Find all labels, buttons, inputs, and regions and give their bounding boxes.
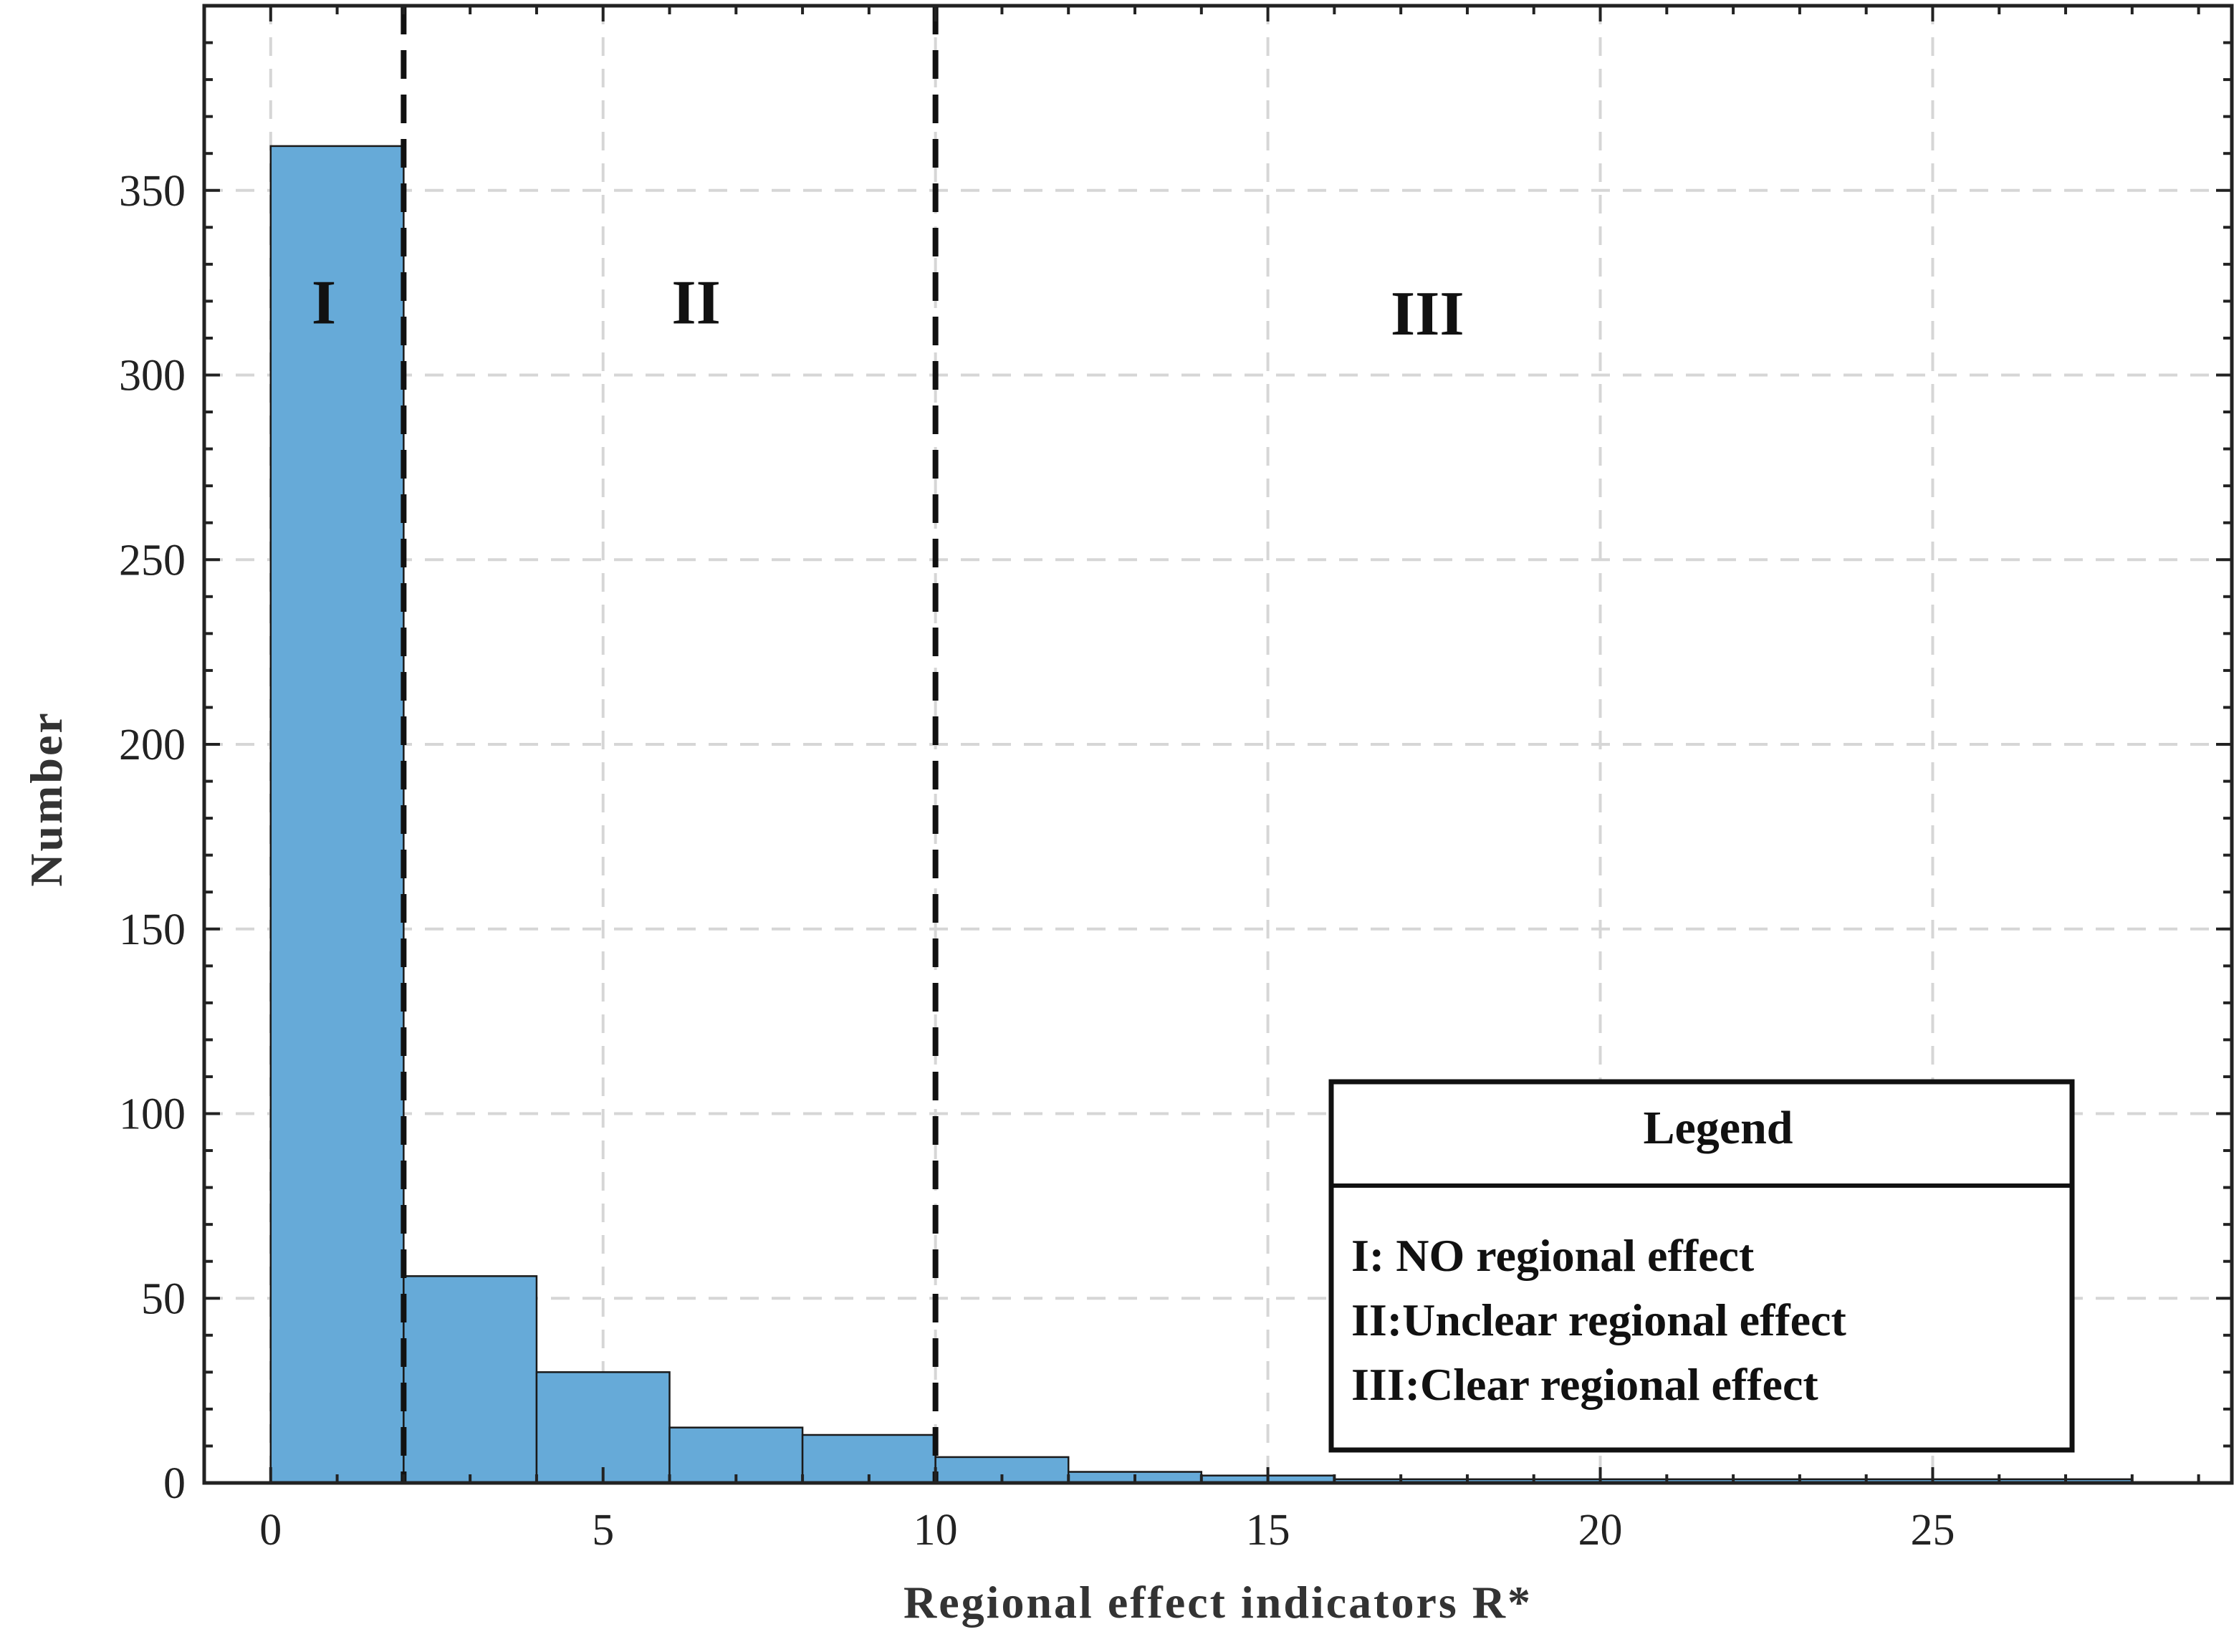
threshold-lines — [401, 6, 939, 1483]
y-tick-label: 0 — [163, 1459, 186, 1508]
y-tick-label: 250 — [119, 536, 186, 585]
legend-item-3: III:Clear regional effect — [1351, 1359, 1818, 1410]
legend-box — [1328, 1079, 2075, 1453]
region-labels: I II III — [312, 268, 1464, 348]
x-tick-label: 15 — [1246, 1506, 1290, 1555]
legend-item-2: II:Unclear regional effect — [1351, 1295, 1846, 1345]
x-tick-label: 5 — [592, 1506, 614, 1555]
y-tick-label: 150 — [119, 906, 186, 954]
y-tick-label: 200 — [119, 721, 186, 769]
x-tick-label: 0 — [259, 1506, 282, 1555]
y-tick-label: 100 — [119, 1090, 186, 1139]
region-label: II — [671, 268, 721, 337]
legend-title: Legend — [1643, 1102, 1793, 1154]
x-tick-label: 20 — [1578, 1506, 1623, 1555]
histogram-bar — [535, 1371, 671, 1484]
histogram-bar — [668, 1426, 804, 1484]
region-label: I — [312, 268, 336, 337]
y-tick-label: 300 — [119, 352, 186, 400]
axis-ticks — [203, 4, 2232, 1484]
x-axis-label: Regional effect indicators R* — [903, 1577, 1533, 1628]
bars — [269, 145, 2134, 1484]
legend-item-1: I: NO regional effect — [1351, 1230, 1755, 1281]
y-tick-label: 50 — [141, 1274, 186, 1323]
histogram-bar — [403, 1275, 538, 1484]
y-axis-label: Number — [21, 711, 72, 887]
x-tick-label: 10 — [914, 1506, 958, 1555]
legend: Legend I: NO regional effect II:Unclear … — [1328, 1079, 2075, 1453]
region-label: III — [1391, 279, 1464, 349]
histogram-bar — [269, 145, 405, 1484]
y-tick-label: 350 — [119, 167, 186, 216]
x-tick-label: 25 — [1910, 1506, 1955, 1555]
